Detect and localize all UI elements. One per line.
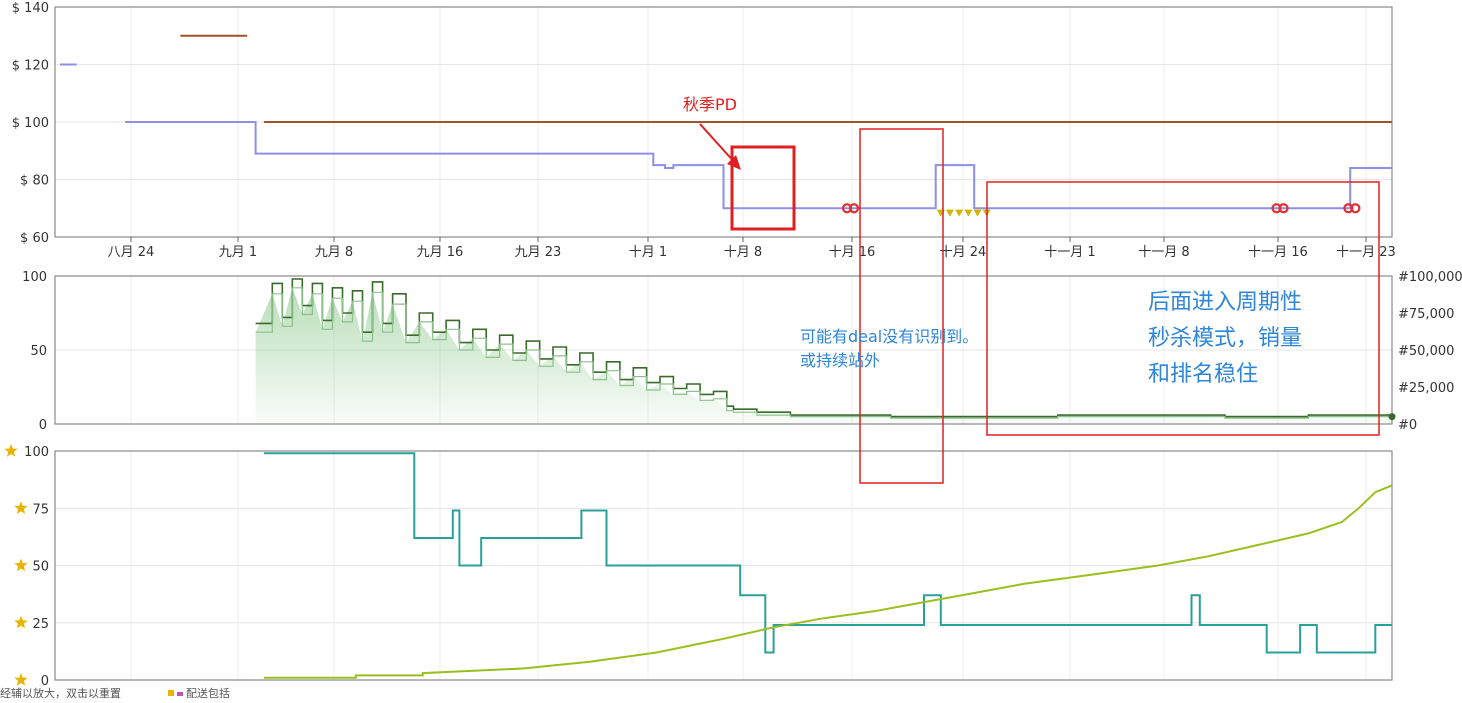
price-y-tick-1: $ 80 — [20, 174, 49, 189]
x-tick-label-1: 九月 1 — [219, 245, 257, 260]
x-tick-label-7: 十月 16 — [829, 245, 876, 260]
rank-end-dot — [1388, 413, 1396, 421]
price-y-tick-0: $ 60 — [20, 231, 49, 246]
rank_light-line — [255, 287, 1393, 419]
rank-y-tick-2: 100 — [22, 270, 47, 285]
deal-marker-2 — [1343, 203, 1361, 214]
pd-highlight-box — [730, 145, 796, 231]
legend-swatch-delivery-2 — [177, 692, 183, 696]
rating-y-tick-label: 25 — [32, 617, 49, 632]
rating-line — [263, 452, 1392, 654]
rating-y-tick-label: 50 — [32, 560, 49, 575]
annotation-flash-line-0: 后面进入周期性 — [1148, 290, 1302, 315]
rank-y-tick-1: 50 — [30, 344, 47, 359]
review_count-line — [263, 484, 1393, 679]
rating-y-tick-1: 25 — [14, 615, 49, 632]
coupon-triangle — [955, 209, 964, 217]
pd-arrow-head — [727, 155, 741, 170]
rating-y-tick-label: 100 — [24, 445, 49, 460]
rank-y2-tick-2: #50,000 — [1398, 344, 1454, 359]
rating-y-tick-4: 100 — [4, 444, 49, 460]
deal-marker-0 — [841, 203, 860, 214]
x-tick-label-2: 九月 8 — [315, 245, 353, 260]
deal-marker-right-ring — [1278, 203, 1289, 214]
star-icon — [14, 673, 28, 686]
star-icon — [4, 444, 18, 457]
pd-arrow-shaft — [699, 123, 737, 165]
star-icon — [14, 558, 28, 572]
legend-item-zoom-hint: 经辅以放大，双击以重置 — [0, 686, 121, 698]
rank-y2-tick-0: #0 — [1398, 418, 1417, 433]
rank-y2-tick-1: #25,000 — [1398, 381, 1454, 396]
star-icon — [14, 615, 28, 629]
x-tick-label-5: 十月 1 — [629, 245, 667, 260]
coupon-triangle — [964, 209, 973, 217]
coupon-marker-0 — [936, 209, 991, 217]
new_price-segment-1 — [125, 121, 1392, 210]
x-tick-label-12: 十一月 23 — [1336, 245, 1396, 260]
x-tick-label-3: 九月 16 — [417, 245, 464, 260]
star-icon — [14, 501, 28, 514]
deal-marker-right-ring — [1350, 203, 1361, 214]
annotation-pd-label: 秋季PD — [683, 95, 737, 114]
rating-y-tick-0: 0 — [14, 673, 49, 689]
annotation-deal-line-1: 或持续站外 — [800, 351, 880, 370]
rating-panel-frame — [54, 450, 1393, 681]
x-tick-label-8: 十月 24 — [940, 245, 987, 260]
rank-y-tick-0: 0 — [39, 418, 47, 433]
price-y-tick-4: $ 140 — [12, 1, 49, 16]
rank-area-fill — [255, 287, 1392, 424]
deal-missing-box — [859, 128, 944, 484]
rating-y-tick-label: 0 — [41, 674, 49, 689]
price-y-tick-2: $ 100 — [12, 116, 49, 131]
x-tick-label-11: 十一月 16 — [1248, 245, 1308, 260]
x-tick-label-4: 九月 23 — [515, 245, 562, 260]
rating-y-tick-label: 75 — [32, 502, 49, 517]
x-tick-label-9: 十一月 1 — [1044, 245, 1095, 260]
deal-marker-right-ring — [848, 203, 860, 214]
flash-sale-box — [986, 181, 1380, 436]
x-tick-label-6: 十月 8 — [724, 245, 762, 260]
coupon-triangle — [945, 209, 954, 217]
rank-y2-tick-3: #75,000 — [1398, 307, 1454, 322]
x-tick-label-10: 十一月 8 — [1138, 245, 1189, 260]
annotation-flash-line-2: 和排名稳住 — [1148, 362, 1258, 387]
deal-marker-1 — [1271, 203, 1289, 214]
rank-y2-tick-4: #100,000 — [1398, 270, 1462, 285]
legend: 经辅以放大，双击以重置 配送包括 — [0, 686, 230, 700]
legend-item-delivery: 配送包括 — [186, 686, 230, 698]
price-y-tick-3: $ 120 — [12, 59, 49, 74]
rating-y-tick-2: 50 — [14, 558, 49, 575]
rating-y-tick-3: 75 — [14, 501, 49, 517]
x-tick-label-0: 八月 24 — [108, 245, 155, 260]
annotation-flash-line-1: 秒杀模式，销量 — [1148, 326, 1302, 351]
annotation-deal-line-0: 可能有deal没有识别到。 — [800, 327, 978, 346]
legend-swatch-delivery — [168, 690, 174, 696]
coupon-triangle — [973, 209, 982, 217]
